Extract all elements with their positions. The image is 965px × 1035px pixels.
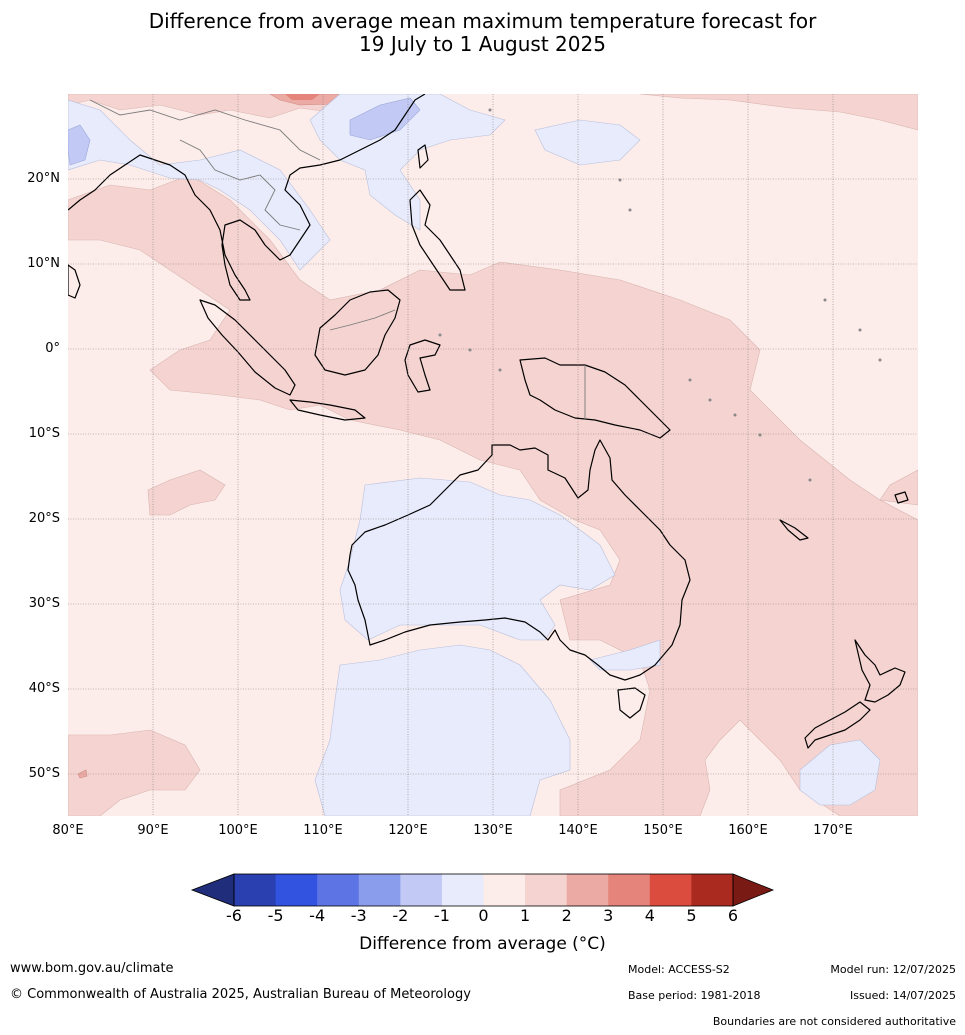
colorbar-bin (525, 874, 568, 906)
colorbar-arrow-high (732, 873, 775, 907)
colorbar-bin (608, 874, 651, 906)
coast-java (289, 399, 366, 421)
colorbar-tick-label: 6 (727, 906, 739, 925)
coast-new-zealand-south (804, 701, 871, 749)
lat-label-30s: 30°S (28, 596, 60, 611)
copyright-text: © Commonwealth of Australia 2025, Austra… (10, 987, 471, 1002)
colorbar-tick-label: 5 (686, 906, 697, 925)
coastlines (68, 94, 909, 749)
chart-title: Difference from average mean maximum tem… (0, 10, 965, 56)
coast-sri-lanka (68, 264, 81, 299)
colorbar-bin (483, 874, 526, 906)
colorbar-bin (649, 874, 692, 906)
coast-fiji (894, 491, 909, 504)
colorbar-tick-label: 0 (478, 906, 489, 925)
colorbar-frame (233, 873, 734, 907)
coast-philippines (409, 189, 466, 291)
colorbar-tick-label: 2 (561, 906, 572, 925)
lon-label-120e: 120°E (388, 823, 428, 838)
lat-label-40s: 40°S (28, 681, 60, 696)
lat-label-20s: 20°S (28, 511, 60, 526)
coast-sumatra (199, 299, 296, 396)
coast-taiwan (417, 144, 429, 169)
lon-label-170e: 170°E (813, 823, 853, 838)
coast-borneo (314, 289, 401, 376)
lon-label-150e: 150°E (643, 823, 683, 838)
lat-label-10s: 10°S (28, 426, 60, 441)
title-line-1: Difference from average mean maximum tem… (148, 9, 817, 33)
colorbar-tick-label: 4 (644, 906, 655, 925)
colorbar-label: Difference from average (°C) (359, 934, 606, 954)
website-link[interactable]: www.bom.gov.au/climate (10, 961, 174, 976)
colorbar-bin (358, 874, 401, 906)
anomaly-minus2-to-minus1-regions (68, 97, 421, 166)
anomaly-1-to-2-regions (68, 94, 918, 816)
model-name: Model: ACCESS-S2 (628, 963, 730, 976)
lon-label-90e: 90°E (137, 823, 169, 838)
colorbar-bin (566, 874, 609, 906)
coast-australia (347, 439, 691, 681)
colorbar-tick-label: -3 (350, 906, 367, 925)
model-run-date: Model run: 12/07/2025 (830, 963, 956, 976)
small-islands (438, 108, 882, 482)
colorbar-tick-label: -4 (309, 906, 326, 925)
colorbar-bin (691, 874, 734, 906)
coast-sulawesi (404, 339, 441, 393)
colorbar-bins (234, 874, 734, 906)
lat-label-10n: 10°N (27, 256, 60, 271)
lat-label-20n: 20°N (27, 171, 60, 186)
lon-label-110e: 110°E (303, 823, 343, 838)
colorbar-arrow-low (190, 873, 235, 907)
colorbar-tick-label: -2 (392, 906, 409, 925)
colorbar-tick-label: -1 (433, 906, 450, 925)
colorbar-tick-label: 1 (519, 906, 531, 925)
coast-asia-mainland (68, 94, 426, 301)
colorbar-bin (441, 874, 484, 906)
colorbar-tick-label: -6 (226, 906, 242, 925)
coast-new-caledonia (779, 519, 809, 541)
graticule (68, 94, 918, 816)
lat-label-0: 0° (45, 341, 60, 356)
base-period: Base period: 1981-2018 (628, 989, 761, 1002)
issued-date: Issued: 14/07/2025 (849, 989, 956, 1002)
colorbar-bin (234, 874, 277, 906)
colorbar-bin (275, 874, 318, 906)
lon-label-160e: 160°E (728, 823, 768, 838)
coast-tasmania (617, 687, 646, 719)
forecast-map (68, 94, 918, 816)
country-borders (89, 99, 586, 420)
colorbar-tick-label: 3 (603, 906, 614, 925)
lon-label-100e: 100°E (218, 823, 258, 838)
colorbar-bin (317, 874, 360, 906)
lon-label-130e: 130°E (473, 823, 513, 838)
coast-new-zealand-north (854, 639, 906, 703)
colorbar-bin (400, 874, 443, 906)
title-line-2: 19 July to 1 August 2025 (359, 32, 606, 56)
boundaries-disclaimer: Boundaries are not considered authoritat… (712, 1015, 956, 1028)
lon-label-80e: 80°E (52, 823, 84, 838)
lat-label-50s: 50°S (28, 766, 60, 781)
colorbar-tick-label: -5 (267, 906, 284, 925)
anomaly-3-to-4-region (285, 94, 320, 100)
lon-label-140e: 140°E (558, 823, 598, 838)
